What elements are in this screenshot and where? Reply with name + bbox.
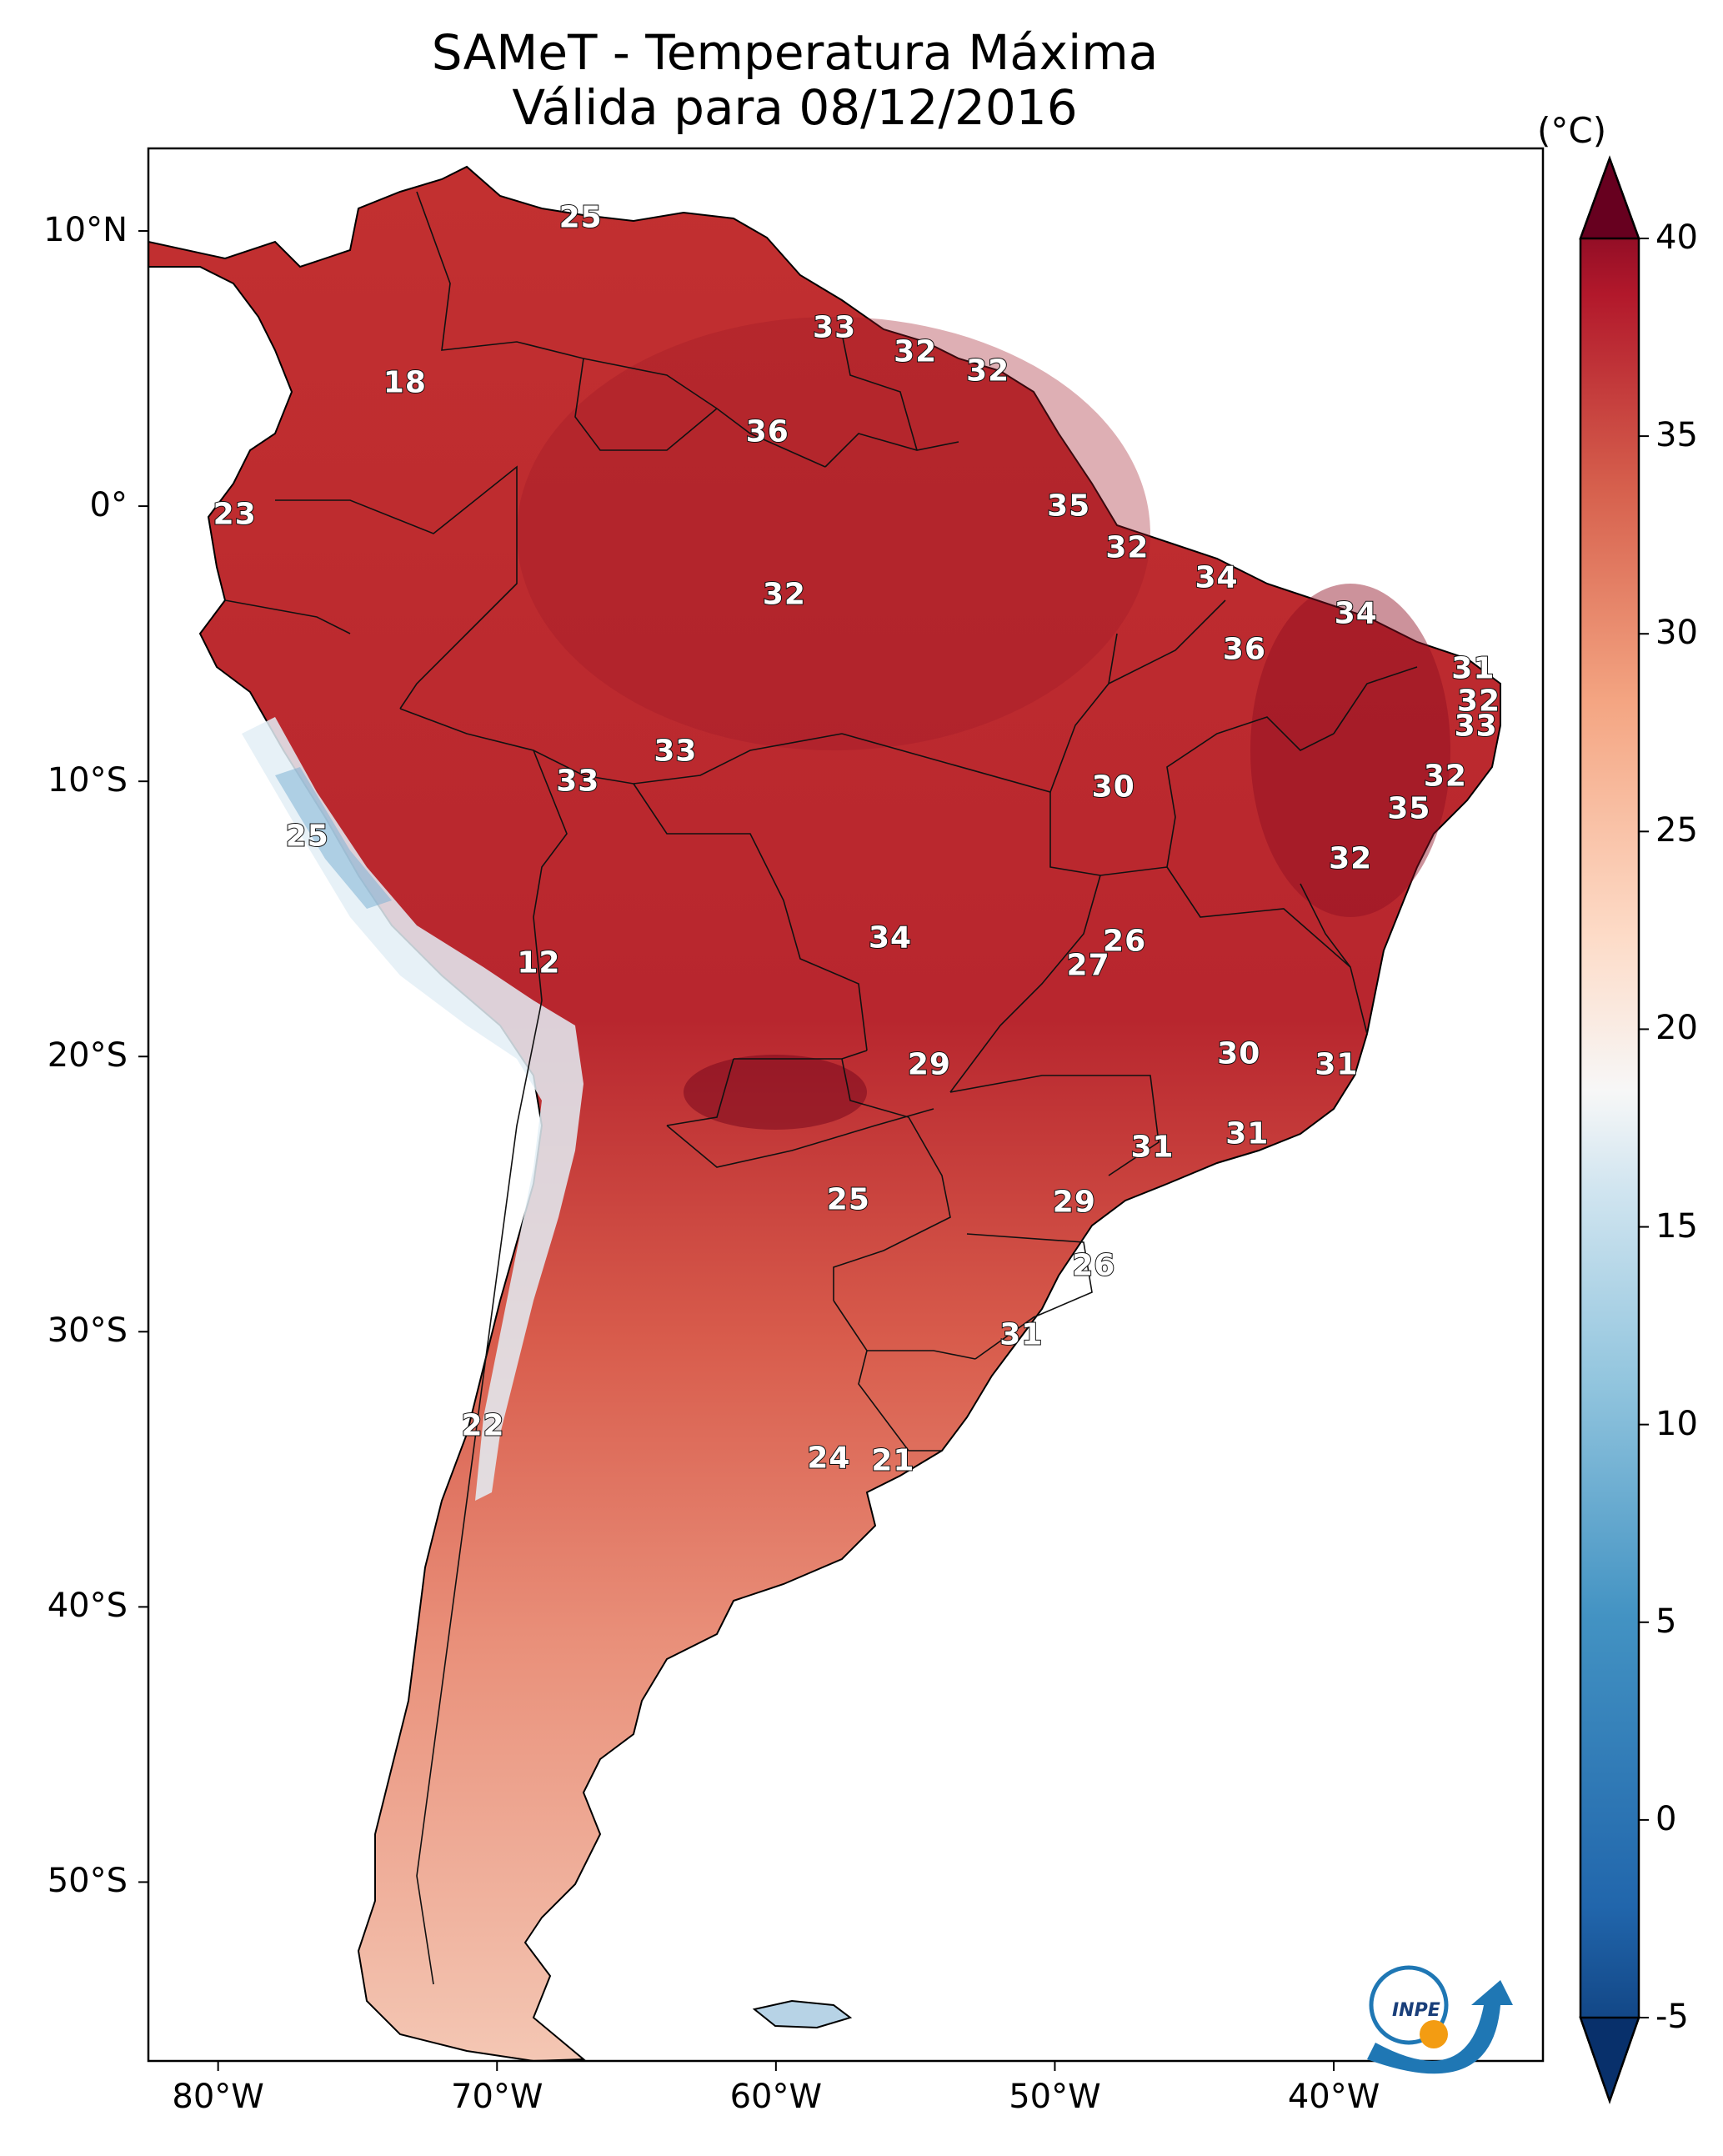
colorbar-top-extension (1579, 155, 1640, 240)
temperature-value-label: 26 (1071, 1248, 1116, 1284)
temperature-value-label: 32 (762, 576, 806, 612)
colorbar-tick-label: 0 (1655, 1799, 1677, 1838)
colorbar-tick-label: -5 (1655, 1998, 1689, 2036)
temperature-value-label: 25 (558, 199, 603, 235)
temperature-value-label: 31 (1314, 1047, 1359, 1083)
lat-label: 20°S (47, 1036, 128, 1075)
lat-label: 0° (89, 486, 128, 525)
lon-label: 50°W (1009, 2078, 1101, 2116)
temperature-value-label: 12 (516, 945, 561, 981)
lat-label: 30°S (47, 1311, 128, 1351)
temperature-value-label: 23 (213, 496, 257, 532)
temperature-value-label: 18 (383, 364, 427, 400)
temperature-value-label: 32 (1423, 758, 1467, 794)
temperature-value-label: 35 (1386, 791, 1431, 827)
temperature-value-label: 33 (653, 733, 698, 769)
temperature-value-label: 29 (907, 1047, 951, 1083)
temperature-value-label: 34 (1334, 595, 1378, 631)
colorbar-tick-label: 20 (1655, 1009, 1698, 1048)
map-title: SAMeT - Temperatura Máxima (431, 24, 1159, 81)
temperature-value-label: 31 (999, 1316, 1044, 1352)
temperature-value-label: 34 (1194, 559, 1239, 595)
colorbar-tick-label: 10 (1655, 1404, 1698, 1443)
lat-label: 50°S (47, 1862, 128, 1901)
temperature-value-label: 33 (812, 309, 857, 345)
temperature-value-label: 32 (893, 334, 938, 370)
temperature-value-label: 36 (1222, 631, 1267, 667)
andes-peak-zone (275, 767, 392, 909)
lat-label: 40°S (47, 1587, 128, 1626)
lat-label: 10°N (43, 211, 128, 250)
colorbar-tick-label: 30 (1655, 614, 1698, 653)
lat-label: 10°S (47, 761, 128, 800)
inpe-logo-text: INPE (1392, 2000, 1440, 2021)
temperature-value-label: 31 (1450, 650, 1495, 686)
temperature-value-label: 25 (826, 1181, 870, 1217)
temperature-value-label: 33 (1454, 709, 1498, 745)
lon-label: 40°W (1287, 2078, 1380, 2116)
colorbar (1579, 155, 1649, 2104)
temperature-value-label: 36 (745, 414, 789, 449)
colorbar-tick-label: 40 (1655, 218, 1698, 257)
temperature-value-label: 32 (1328, 840, 1373, 876)
colorbar-tick-label: 35 (1655, 416, 1698, 455)
colorbar-unit: (°C) (1537, 110, 1607, 151)
colorbar-tick-label: 15 (1655, 1206, 1698, 1246)
temperature-value-label: 35 (1046, 489, 1091, 524)
hot-core-northeast (1250, 584, 1450, 917)
lon-label: 70°W (451, 2078, 543, 2116)
temperature-value-label: 34 (868, 920, 913, 956)
temperature-value-label: 22 (460, 1407, 505, 1443)
temperature-value-label: 32 (965, 353, 1010, 389)
map-frame (147, 147, 1545, 2063)
temperature-value-label: 24 (806, 1441, 851, 1477)
temperature-value-label: 31 (1225, 1116, 1270, 1151)
lon-label: 60°W (729, 2078, 823, 2116)
temperature-value-label: 25 (285, 819, 329, 855)
temperature-value-label: 26 (1102, 923, 1147, 959)
temperature-value-label: 32 (1104, 529, 1150, 565)
temperature-value-label: 30 (1216, 1035, 1261, 1071)
country-borders (224, 191, 1418, 1985)
temperature-value-label: 27 (1066, 948, 1110, 984)
falkland-islands (752, 1999, 853, 2029)
temperature-value-label: 21 (870, 1443, 915, 1479)
temperature-value-label: 31 (1129, 1130, 1175, 1166)
inpe-logo: INPE (1367, 1965, 1513, 2074)
map-subtitle: Válida para 08/12/2016 (512, 79, 1078, 136)
colorbar-tick-label: 25 (1655, 811, 1698, 850)
colorbar-tick-label: 5 (1655, 1602, 1677, 1641)
hot-core-north (517, 317, 1150, 750)
temperature-value-label: 30 (1091, 769, 1135, 805)
temperature-value-label: 29 (1052, 1185, 1096, 1221)
temperature-value-label: 33 (555, 764, 600, 800)
colorbar-bottom-extension (1579, 2016, 1640, 2104)
colorbar-ramp (1579, 155, 1640, 2104)
temperature-value-label: 32 (1456, 684, 1501, 720)
lon-label: 80°W (172, 2078, 264, 2116)
